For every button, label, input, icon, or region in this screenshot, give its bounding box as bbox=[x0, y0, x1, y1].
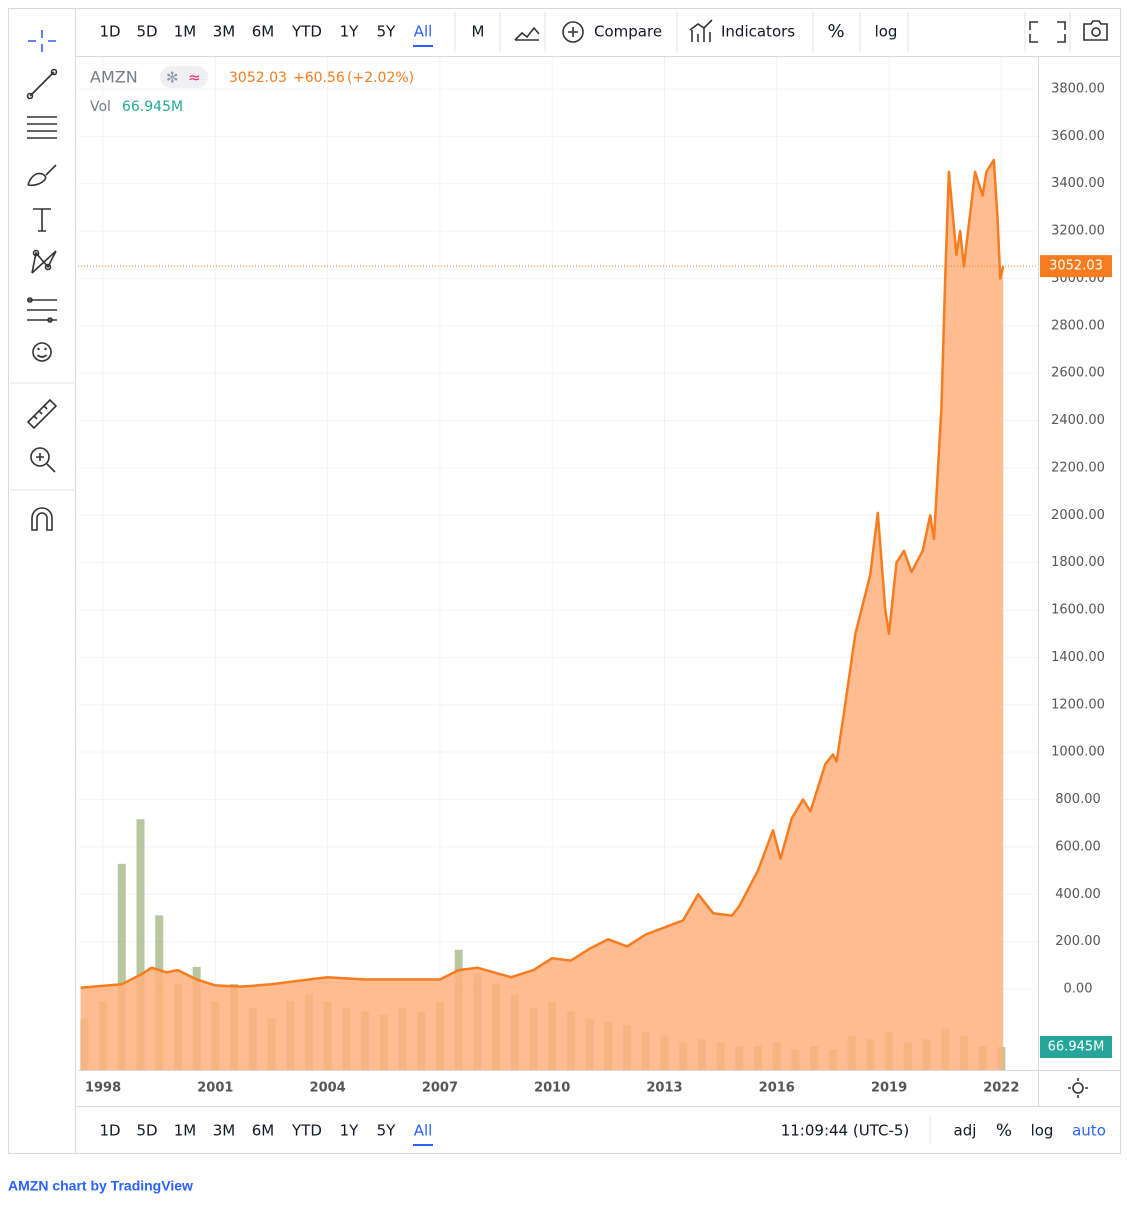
range-button[interactable]: 3M bbox=[213, 23, 236, 41]
range-button[interactable]: 1D bbox=[99, 23, 120, 41]
y-tick-label: 1800.00 bbox=[1051, 555, 1105, 570]
range-button[interactable]: 6M bbox=[252, 1122, 275, 1140]
legend-icon: ✻ bbox=[166, 69, 179, 87]
last-price: 3052.03 bbox=[229, 70, 287, 86]
range-button[interactable]: 5D bbox=[136, 23, 157, 41]
range-button[interactable]: 1D bbox=[99, 1122, 120, 1140]
x-tick-label: 2007 bbox=[422, 1081, 458, 1096]
last-price-label: 3052.03 bbox=[1049, 259, 1103, 274]
active-underline bbox=[413, 1144, 433, 1146]
volume-box bbox=[1040, 1035, 1112, 1058]
symbol: AMZN bbox=[90, 68, 138, 87]
range-button[interactable]: YTD bbox=[291, 1122, 322, 1140]
y-tick-label: 600.00 bbox=[1055, 839, 1101, 854]
x-tick-label: 2013 bbox=[646, 1081, 682, 1096]
x-tick-label: 2001 bbox=[197, 1081, 233, 1096]
price-line bbox=[80, 158, 1005, 990]
y-tick-label: 1600.00 bbox=[1051, 603, 1105, 618]
y-tick-label: 3400.00 bbox=[1051, 176, 1105, 191]
range-button[interactable]: 5Y bbox=[377, 1122, 397, 1140]
y-tick-label: 2600.00 bbox=[1051, 366, 1105, 381]
range-button[interactable]: 6M bbox=[252, 23, 275, 41]
y-tick-label: 3600.00 bbox=[1051, 129, 1105, 144]
y-tick-label: 800.00 bbox=[1055, 792, 1101, 807]
y-tick-label: 0.00 bbox=[1064, 981, 1093, 996]
active-underline bbox=[413, 45, 433, 47]
percent-toggle[interactable]: % bbox=[827, 21, 844, 42]
y-tick-label: 2200.00 bbox=[1051, 460, 1105, 475]
y-tick-label: 3200.00 bbox=[1051, 224, 1105, 239]
log-toggle[interactable]: log bbox=[875, 23, 898, 41]
x-tick-label: 2022 bbox=[983, 1081, 1019, 1096]
last-price-box bbox=[1040, 255, 1112, 278]
x-tick-label: 2019 bbox=[871, 1081, 907, 1096]
price-area bbox=[80, 160, 1004, 1070]
range-button[interactable]: 1M bbox=[174, 1122, 197, 1140]
y-tick-label: 1400.00 bbox=[1051, 650, 1105, 665]
plot-area bbox=[78, 57, 1038, 1070]
range-button[interactable]: 1M bbox=[174, 23, 197, 41]
volume-value: 66.945M bbox=[122, 99, 183, 115]
toolbar-separators bbox=[10, 12, 1071, 1145]
percent-toggle[interactable]: % bbox=[996, 1121, 1012, 1141]
compare[interactable]: Compare bbox=[594, 23, 662, 41]
x-tick-label: 1998 bbox=[85, 1081, 121, 1096]
x-tick-label: 2016 bbox=[759, 1081, 795, 1096]
log-toggle[interactable]: log bbox=[1031, 1122, 1054, 1140]
volume-bar bbox=[136, 819, 145, 1070]
range-button[interactable]: 1Y bbox=[340, 23, 360, 41]
legend-icon: ≈ bbox=[188, 69, 201, 87]
interval[interactable]: M bbox=[472, 23, 485, 41]
range-button[interactable]: YTD bbox=[291, 23, 322, 41]
x-tick-label: 2010 bbox=[534, 1081, 570, 1096]
y-tick-label: 2000.00 bbox=[1051, 508, 1105, 523]
adj-toggle[interactable]: adj bbox=[954, 1122, 977, 1140]
y-tick-label: 3800.00 bbox=[1051, 81, 1105, 96]
footer-link[interactable]: AMZN chart by TradingView bbox=[8, 1178, 193, 1194]
change-percent: (+2.02%) bbox=[347, 70, 414, 86]
range-button[interactable]: All bbox=[414, 23, 433, 41]
range-button[interactable]: 3M bbox=[213, 1122, 236, 1140]
y-tick-label: 2400.00 bbox=[1051, 413, 1105, 428]
clock: 11:09:44 (UTC-5) bbox=[781, 1122, 910, 1140]
change: +60.56 bbox=[293, 70, 345, 86]
auto-toggle[interactable]: auto bbox=[1072, 1122, 1106, 1140]
legend-badge bbox=[160, 66, 208, 88]
y-tick-label: 200.00 bbox=[1055, 934, 1101, 949]
y-tick-label: 1000.00 bbox=[1051, 745, 1105, 760]
x-tick-label: 2004 bbox=[310, 1081, 346, 1096]
indicators[interactable]: Indicators bbox=[721, 23, 795, 41]
drawing-tools[interactable] bbox=[26, 30, 58, 531]
volume-name: Vol bbox=[90, 99, 111, 115]
volume-label: 66.945M bbox=[1048, 1039, 1105, 1054]
volume-bar bbox=[117, 863, 126, 1070]
y-tick-label: 2800.00 bbox=[1051, 318, 1105, 333]
y-tick-label: 1200.00 bbox=[1051, 697, 1105, 712]
range-button[interactable]: 5D bbox=[136, 1122, 157, 1140]
toolbar-icons[interactable] bbox=[514, 19, 1108, 1098]
range-button[interactable]: 5Y bbox=[377, 23, 397, 41]
range-button[interactable]: All bbox=[414, 1122, 433, 1140]
y-tick-label: 400.00 bbox=[1055, 887, 1101, 902]
range-button[interactable]: 1Y bbox=[340, 1122, 360, 1140]
